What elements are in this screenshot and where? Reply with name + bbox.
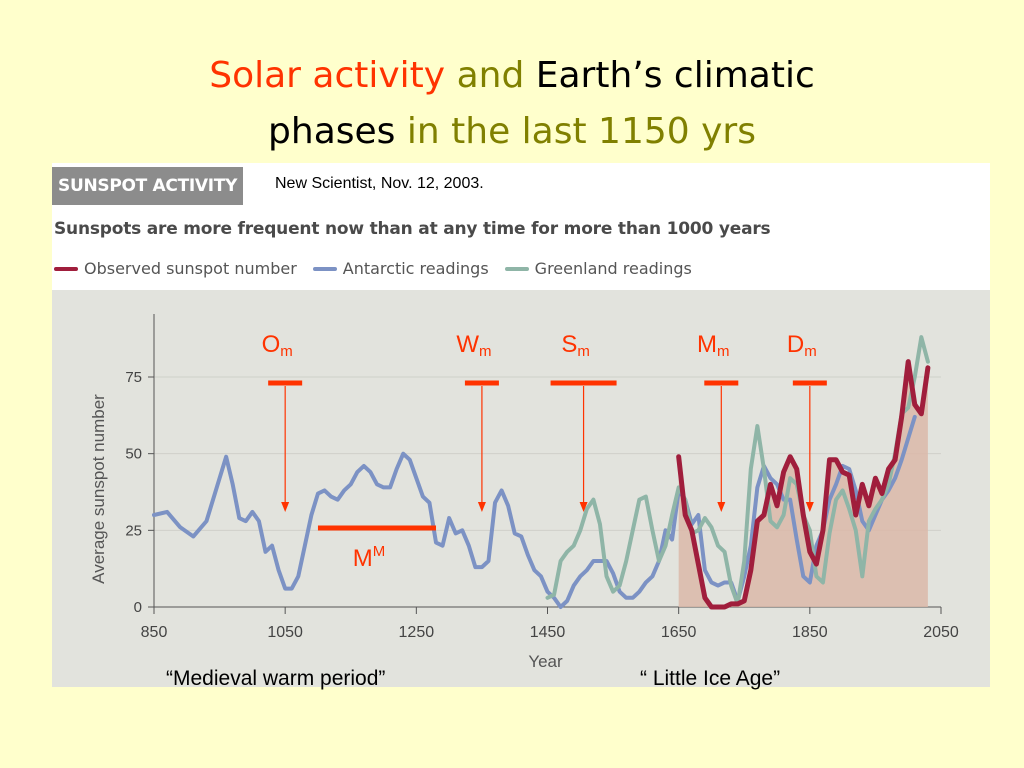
title-solar-activity: Solar activity <box>209 55 446 96</box>
x-tick-label-2050: 2050 <box>923 624 959 641</box>
minimum-label-subscript: m <box>479 343 492 360</box>
caption-little-ice-age: “ Little Ice Age” <box>640 667 781 690</box>
minimum-label-S: Sm <box>561 331 590 360</box>
minimum-arrow-head-M <box>717 502 726 512</box>
title-last-1150-yrs: in the last 1150 yrs <box>406 111 756 152</box>
minimum-label-O: Om <box>262 331 293 360</box>
minimum-label-W: Wm <box>456 331 491 360</box>
observed-series-line <box>676 359 931 610</box>
x-tick-label-850: 850 <box>141 624 168 641</box>
title-phases: phases <box>268 111 396 152</box>
y-tick-label-25: 25 <box>125 522 142 539</box>
figure-header: SUNSPOT ACTIVITY New Scientist, Nov. 12,… <box>52 163 990 290</box>
title-earths-climatic: Earth’s climatic <box>535 55 815 96</box>
legend-item-antarctic: Antarctic readings <box>312 259 489 278</box>
minimum-arrow-head-D <box>805 502 814 512</box>
minimum-label-D: Dm <box>787 331 817 360</box>
minimum-label-subscript: m <box>280 343 293 360</box>
figure-panel: SUNSPOT ACTIVITY New Scientist, Nov. 12,… <box>52 163 990 687</box>
y-axis-title: Average sunspot number <box>89 394 108 584</box>
minimum-label-subscript: m <box>577 343 590 360</box>
grand-maximum-superscript: M <box>373 543 386 560</box>
y-tick-label-75: 75 <box>125 369 142 386</box>
title-and: and <box>456 55 525 96</box>
legend-item-observed: Observed sunspot number <box>54 259 297 278</box>
legend-label-observed: Observed sunspot number <box>84 259 297 278</box>
x-tick-label-1050: 1050 <box>267 624 303 641</box>
x-tick-label-1650: 1650 <box>661 624 697 641</box>
chart-legend: Observed sunspot number Antarctic readin… <box>54 259 708 278</box>
minimum-arrow-head-S <box>579 502 588 512</box>
x-tick-label-1850: 1850 <box>792 624 828 641</box>
grand-maximum-label: MM <box>353 543 386 572</box>
x-tick-label-1450: 1450 <box>530 624 566 641</box>
x-axis-title: Year <box>528 652 563 671</box>
legend-swatch-greenland <box>504 266 529 271</box>
sunspot-activity-badge: SUNSPOT ACTIVITY <box>52 167 243 205</box>
y-tick-label-50: 50 <box>125 446 142 463</box>
minimum-arrow-head-W <box>477 502 486 512</box>
legend-swatch-observed <box>54 266 78 271</box>
caption-medieval-warm-period: “Medieval warm period” <box>166 667 386 690</box>
legend-item-greenland: Greenland readings <box>504 259 692 278</box>
slide-title: Solar activity and Earth’s climatic phas… <box>0 48 1024 160</box>
legend-label-greenland: Greenland readings <box>534 259 692 278</box>
figure-source: New Scientist, Nov. 12, 2003. <box>275 175 484 192</box>
legend-swatch-antarctic <box>312 266 337 271</box>
x-tick-label-1250: 1250 <box>399 624 435 641</box>
minimum-label-M: Mm <box>697 331 730 360</box>
legend-label-antarctic: Antarctic readings <box>342 259 489 278</box>
minimum-arrow-head-O <box>281 502 290 512</box>
minimum-label-subscript: m <box>717 343 730 360</box>
y-tick-label-0: 0 <box>134 599 142 616</box>
minimum-label-subscript: m <box>804 343 817 360</box>
figure-subtitle: Sunspots are more frequent now than at a… <box>54 219 771 239</box>
